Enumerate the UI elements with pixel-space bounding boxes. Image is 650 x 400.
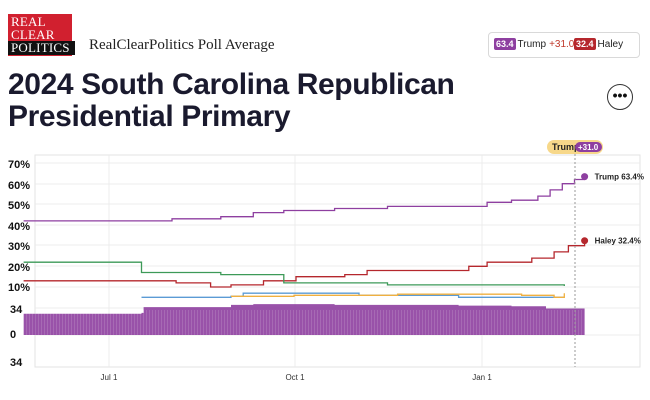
x-axis-ticks: Jul 1 Oct 1 Jan 1 (101, 373, 493, 382)
y-tick-label: 20% (8, 262, 30, 274)
legend-name: Trump (517, 39, 547, 50)
page-title: 2024 South Carolina Republican President… (8, 68, 455, 133)
poll-chart: 70% 60% 50% 40% 30% 20% 10% 34 0 34 Trum… (8, 140, 644, 382)
hover-spread: +31.0 (578, 143, 599, 152)
series-line-green (23, 261, 565, 286)
rcp-logo: REAL CLEAR POLITICS (8, 14, 75, 56)
logo-line-1: REAL (11, 14, 46, 29)
brand-name: RealClearPolitics Poll Average (89, 37, 275, 53)
spread-tick-label: 34 (10, 357, 23, 369)
end-marker-haley (581, 237, 589, 245)
end-marker-trump (581, 173, 589, 181)
y-tick-label: 40% (8, 221, 30, 233)
spread-tick-label: 0 (10, 329, 16, 341)
x-tick-label: Oct 1 (285, 373, 305, 382)
grid-lines (35, 155, 640, 367)
legend-value: 32.4 (574, 38, 596, 50)
x-tick-label: Jul 1 (101, 373, 118, 382)
end-label-trump: Trump 63.4% (595, 173, 644, 182)
series-line-orange (231, 293, 565, 298)
series-line-trump (23, 176, 586, 222)
y-tick-label: 10% (8, 282, 30, 294)
spread-area (23, 304, 585, 335)
hover-spread-badge (575, 142, 602, 152)
y-axis-ticks: 70% 60% 50% 40% 30% 20% 10% (8, 159, 30, 294)
end-label-haley: Haley 32.4% (595, 237, 641, 246)
logo-line-2: CLEAR (11, 27, 55, 42)
legend-spread: +31.0 (549, 39, 575, 50)
series-line-haley (23, 240, 586, 288)
legend-item-haley[interactable]: 32.4 Haley (574, 38, 623, 50)
more-options-button[interactable]: ••• (607, 84, 633, 110)
x-tick-label: Jan 1 (472, 373, 492, 382)
series-lines (23, 176, 586, 298)
spread-axis-ticks: 34 0 34 (10, 304, 23, 369)
hover-name: Trump (552, 142, 580, 152)
legend-value: 63.4 (494, 38, 516, 50)
legend-item-trump[interactable]: 63.4 Trump +31.0 (494, 38, 574, 50)
spread-tick-label: 34 (10, 304, 23, 316)
y-tick-label: 70% (8, 159, 30, 171)
end-labels: Trump 63.4% Haley 32.4% (581, 173, 644, 246)
spread-bars (23, 304, 585, 335)
y-tick-label: 50% (8, 200, 30, 212)
plot-frame (34, 154, 641, 368)
y-tick-label: 60% (8, 180, 30, 192)
legend-name: Haley (597, 39, 624, 50)
chart-legend: 63.4 Trump +31.0 32.4 Haley (488, 32, 640, 58)
logo-line-3: POLITICS (8, 41, 75, 55)
hover-label: Trump +31.0 (547, 140, 603, 154)
y-tick-label: 30% (8, 241, 30, 253)
